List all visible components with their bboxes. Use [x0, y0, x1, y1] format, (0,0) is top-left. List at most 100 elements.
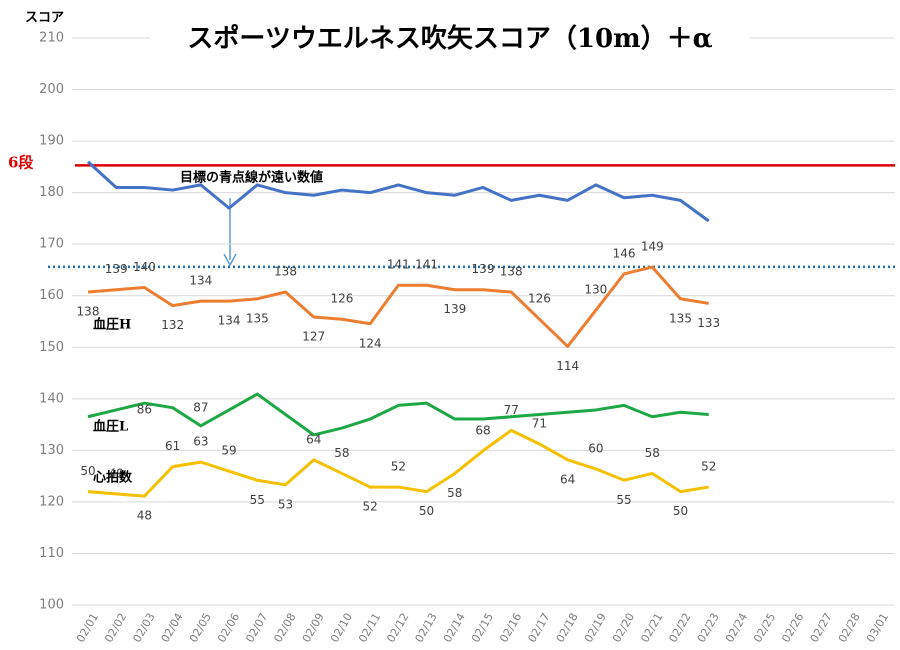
- x-tick-label: 02/07: [243, 611, 270, 645]
- series-label: 血圧H: [93, 317, 131, 333]
- data-label: 141: [415, 258, 438, 272]
- data-label: 49: [109, 466, 124, 480]
- x-tick-label: 02/12: [384, 611, 411, 645]
- x-tick-label: 02/10: [328, 611, 355, 645]
- data-label: 138: [274, 265, 297, 279]
- data-label: 64: [306, 432, 321, 446]
- data-label: 68: [475, 423, 490, 437]
- y-tick-label: 110: [39, 546, 64, 561]
- data-label: 127: [302, 329, 325, 343]
- data-label: 58: [645, 446, 660, 460]
- x-tick-label: 02/19: [582, 611, 609, 645]
- x-tick-label: 02/06: [215, 611, 242, 645]
- series-line: [86, 160, 710, 223]
- data-label: 138: [77, 305, 100, 319]
- data-label: 48: [137, 509, 152, 523]
- data-label: 50: [80, 464, 95, 478]
- x-tick-label: 02/02: [102, 611, 129, 645]
- data-label: 53: [278, 497, 293, 511]
- x-tick-label: 02/17: [525, 611, 552, 645]
- data-label: 71: [532, 416, 547, 430]
- data-label: 135: [246, 311, 269, 325]
- data-label: 114: [556, 359, 579, 373]
- data-label: 50: [419, 504, 434, 518]
- y-tick-label: 170: [39, 237, 64, 252]
- y-tick-label: 130: [39, 443, 64, 458]
- data-label: 61: [165, 439, 180, 453]
- data-label: 146: [613, 246, 636, 260]
- data-label: 135: [669, 311, 692, 325]
- data-label: 130: [584, 283, 607, 297]
- x-tick-label: 02/16: [497, 611, 524, 645]
- data-label: 63: [193, 435, 208, 449]
- y-axis-label: スコア: [25, 11, 64, 26]
- x-tick-label: 02/24: [723, 611, 750, 645]
- y-tick-label: 100: [39, 598, 64, 613]
- title-bg: [150, 20, 750, 58]
- x-tick-label: 02/27: [808, 611, 835, 645]
- data-label: 126: [330, 292, 353, 306]
- data-label: 124: [359, 336, 382, 350]
- data-label: 139: [105, 262, 128, 276]
- data-label: 52: [391, 460, 406, 474]
- x-tick-label: 02/01: [74, 611, 101, 645]
- y-tick-label: 150: [39, 340, 64, 355]
- annotation: 目標の青点線が遠い数値: [180, 170, 323, 186]
- series-line: [87, 428, 709, 498]
- x-tick-label: 02/11: [356, 611, 383, 645]
- x-tick-label: 02/26: [779, 611, 806, 645]
- x-tick-label: 02/08: [272, 611, 299, 645]
- series-line: [87, 265, 709, 348]
- x-tick-label: 02/22: [667, 611, 694, 645]
- data-label: 140: [133, 260, 156, 274]
- y-tick-label: 140: [39, 391, 64, 406]
- chart-title: スポーツウエルネス吹矢スコア（10m）＋α: [187, 23, 712, 54]
- y-tick-label: 200: [39, 82, 64, 97]
- data-label: 59: [221, 444, 236, 458]
- series-line: [87, 392, 709, 437]
- x-tick-label: 02/03: [130, 611, 157, 645]
- y-tick-label: 120: [39, 494, 64, 509]
- x-tick-label: 02/18: [554, 611, 581, 645]
- data-label: 141: [387, 258, 410, 272]
- x-tick-label: 02/21: [638, 611, 665, 645]
- data-label: 60: [588, 441, 603, 455]
- data-label: 126: [528, 292, 551, 306]
- x-tick-label: 02/14: [441, 611, 468, 645]
- data-label: 134: [189, 274, 212, 288]
- data-label: 55: [616, 493, 631, 507]
- data-label: 77: [504, 403, 519, 417]
- annotation: 86: [137, 403, 152, 417]
- data-label: 55: [250, 493, 265, 507]
- x-tick-label: 02/05: [187, 611, 214, 645]
- data-label: 64: [560, 472, 575, 486]
- annotation: 87: [193, 401, 208, 415]
- reference-label: 6段: [8, 153, 33, 171]
- y-tick-label: 160: [39, 288, 64, 303]
- y-tick-label: 210: [39, 31, 64, 46]
- data-label: 52: [701, 460, 716, 474]
- x-tick-label: 02/13: [413, 611, 440, 645]
- x-tick-label: 02/09: [300, 611, 327, 645]
- x-tick-label: 02/04: [159, 611, 186, 645]
- x-tick-label: 02/28: [836, 611, 863, 645]
- data-label: 50: [673, 504, 688, 518]
- series-label: 血圧L: [93, 419, 128, 435]
- data-label: 132: [161, 318, 184, 332]
- data-label: 149: [641, 240, 664, 254]
- series-label: 心拍数: [93, 470, 133, 486]
- x-tick-label: 02/15: [469, 611, 496, 645]
- data-label: 52: [363, 500, 378, 514]
- x-tick-label: 02/25: [751, 611, 778, 645]
- data-label: 58: [334, 446, 349, 460]
- x-tick-label: 02/23: [695, 611, 722, 645]
- x-tick-label: 03/01: [864, 611, 891, 645]
- data-label: 134: [218, 314, 241, 328]
- y-tick-label: 180: [39, 185, 64, 200]
- data-label: 139: [443, 302, 466, 316]
- x-tick-label: 02/20: [610, 611, 637, 645]
- data-label: 133: [697, 316, 720, 330]
- arrow-head: [223, 253, 237, 267]
- y-tick-label: 190: [39, 134, 64, 149]
